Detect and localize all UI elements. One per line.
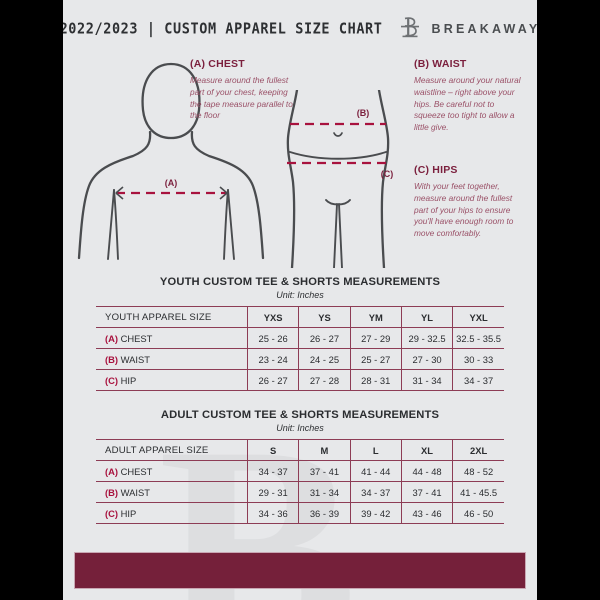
youth-r2-c3: 31 - 34 [400,369,453,391]
adult-header-label: ADULT APPAREL SIZE [96,439,248,461]
table-row: (A) CHEST 25 - 26 26 - 27 27 - 29 29 - 3… [96,327,504,349]
adult-col-4: 2XL [452,439,504,461]
youth-r2-c0: 26 - 27 [246,369,299,391]
page-header: 2022/2023 | CUSTOM APPAREL SIZE CHART BR… [63,0,537,58]
adult-r1-c0: 29 - 31 [246,481,299,503]
hips-marker-label: (C) [381,169,394,179]
youth-r1-c2: 25 - 27 [349,348,402,370]
callout-chest-body: Measure around the fullest part of your … [190,75,293,121]
adult-row-2-label: (C) HIP [96,502,248,524]
table-row: (C) HIP 26 - 27 27 - 28 28 - 31 31 - 34 … [96,369,504,391]
youth-r2-c1: 27 - 28 [298,369,351,391]
adult-r0-c4: 48 - 52 [452,460,504,482]
adult-r2-c4: 46 - 50 [452,502,504,524]
adult-col-2: L [349,439,402,461]
table-row: (B) WAIST 23 - 24 24 - 25 25 - 27 27 - 3… [96,348,504,370]
adult-r2-c3: 43 - 46 [400,502,453,524]
adult-r1-c1: 31 - 34 [298,481,351,503]
adult-row-1-marker: (B) [105,486,119,498]
adult-r1-c3: 37 - 41 [400,481,453,503]
adult-size-table: ADULT APPAREL SIZE S M L XL 2XL (A) CHES… [96,439,504,524]
youth-r1-c0: 23 - 24 [246,348,299,370]
youth-r1-c1: 24 - 25 [298,348,351,370]
adult-row-1-name: WAIST [120,486,150,498]
waist-marker-label: (B) [357,108,370,118]
adult-col-0: S [246,439,299,461]
table-row: (C) HIP 34 - 36 36 - 39 39 - 42 43 - 46 … [96,502,504,524]
brand-name: BREAKAWAY [431,22,537,36]
callout-waist-heading: (B) WAIST [414,58,467,70]
youth-r0-c0: 25 - 26 [246,327,299,349]
youth-measurements-block: YOUTH CUSTOM TEE & SHORTS MEASUREMENTS U… [96,276,504,391]
adult-r0-c0: 34 - 37 [246,460,299,482]
adult-r1-c2: 34 - 37 [349,481,402,503]
adult-col-1: M [298,439,351,461]
callout-waist: (B) WAIST Measure around your natural wa… [414,58,522,134]
youth-row-2-name: HIP [120,374,137,386]
youth-row-1-marker: (B) [105,353,119,365]
adult-r0-c2: 41 - 44 [349,460,402,482]
adult-r0-c3: 44 - 48 [400,460,453,482]
adult-col-3: XL [400,439,453,461]
measurement-diagram: (A) ( [63,52,537,274]
youth-r0-c2: 27 - 29 [349,327,402,349]
youth-size-table: YOUTH APPAREL SIZE YXS YS YM YL YXL (A) … [96,306,504,391]
chest-marker-label: (A) [165,178,178,188]
youth-row-1-name: WAIST [120,353,150,365]
footer-band [74,552,526,589]
youth-r1-c4: 30 - 33 [452,348,504,370]
youth-r0-c4: 32.5 - 35.5 [452,327,504,349]
callout-waist-body: Measure around your natural waistline – … [414,75,521,133]
callout-hips-body: With your feet together, measure around … [414,181,514,239]
adult-table-unit: Unit: Inches [276,423,324,433]
brand-lockup: BREAKAWAY [397,14,537,45]
adult-r1-c4: 41 - 45.5 [452,481,504,503]
youth-r2-c2: 28 - 31 [349,369,402,391]
youth-r0-c1: 26 - 27 [298,327,351,349]
adult-row-0-label: (A) CHEST [96,460,248,482]
youth-row-2-label: (C) HIP [96,369,248,391]
youth-table-unit: Unit: Inches [276,290,324,300]
adult-row-2-marker: (C) [105,507,119,519]
adult-r2-c1: 36 - 39 [298,502,351,524]
youth-col-2: YM [349,306,402,328]
lower-body-figure: (B) (C) [263,88,413,273]
adult-table-title: ADULT CUSTOM TEE & SHORTS MEASUREMENTS [160,409,440,421]
adult-row-0-marker: (A) [105,465,119,477]
youth-r2-c4: 34 - 37 [452,369,504,391]
adult-measurements-block: ADULT CUSTOM TEE & SHORTS MEASUREMENTS U… [96,409,504,524]
youth-r0-c3: 29 - 32.5 [400,327,453,349]
youth-r1-c3: 27 - 30 [400,348,453,370]
size-chart-page: B 2022/2023 | CUSTOM APPAREL SIZE CHART … [63,0,537,600]
page-title: 2022/2023 | CUSTOM APPAREL SIZE CHART [63,20,383,38]
youth-row-0-label: (A) CHEST [96,327,248,349]
table-header-row: ADULT APPAREL SIZE S M L XL 2XL [96,439,504,461]
youth-col-3: YL [400,306,453,328]
adult-row-0-name: CHEST [120,465,153,477]
youth-row-0-marker: (A) [105,332,119,344]
adult-row-1-label: (B) WAIST [96,481,248,503]
youth-col-0: YXS [246,306,299,328]
youth-row-2-marker: (C) [105,374,119,386]
callout-chest-heading: (A) CHEST [190,58,245,70]
breakaway-b-monogram-icon [397,14,423,45]
table-row: (A) CHEST 34 - 37 37 - 41 41 - 44 44 - 4… [96,460,504,482]
callout-hips-heading: (C) HIPS [414,164,458,176]
youth-row-0-name: CHEST [120,332,153,344]
youth-header-label: YOUTH APPAREL SIZE [96,306,248,328]
adult-row-2-name: HIP [120,507,137,519]
table-row: (B) WAIST 29 - 31 31 - 34 34 - 37 37 - 4… [96,481,504,503]
youth-col-4: YXL [452,306,504,328]
adult-r2-c0: 34 - 36 [246,502,299,524]
upper-body-figure: (A) [71,52,271,272]
youth-row-1-label: (B) WAIST [96,348,248,370]
table-header-row: YOUTH APPAREL SIZE YXS YS YM YL YXL [96,306,504,328]
callout-chest: (A) CHEST Measure around the fullest par… [190,58,295,122]
youth-col-1: YS [298,306,351,328]
adult-r0-c1: 37 - 41 [298,460,351,482]
youth-table-title: YOUTH CUSTOM TEE & SHORTS MEASUREMENTS [159,276,441,288]
adult-r2-c2: 39 - 42 [349,502,402,524]
callout-hips: (C) HIPS With your feet together, measur… [414,164,526,240]
